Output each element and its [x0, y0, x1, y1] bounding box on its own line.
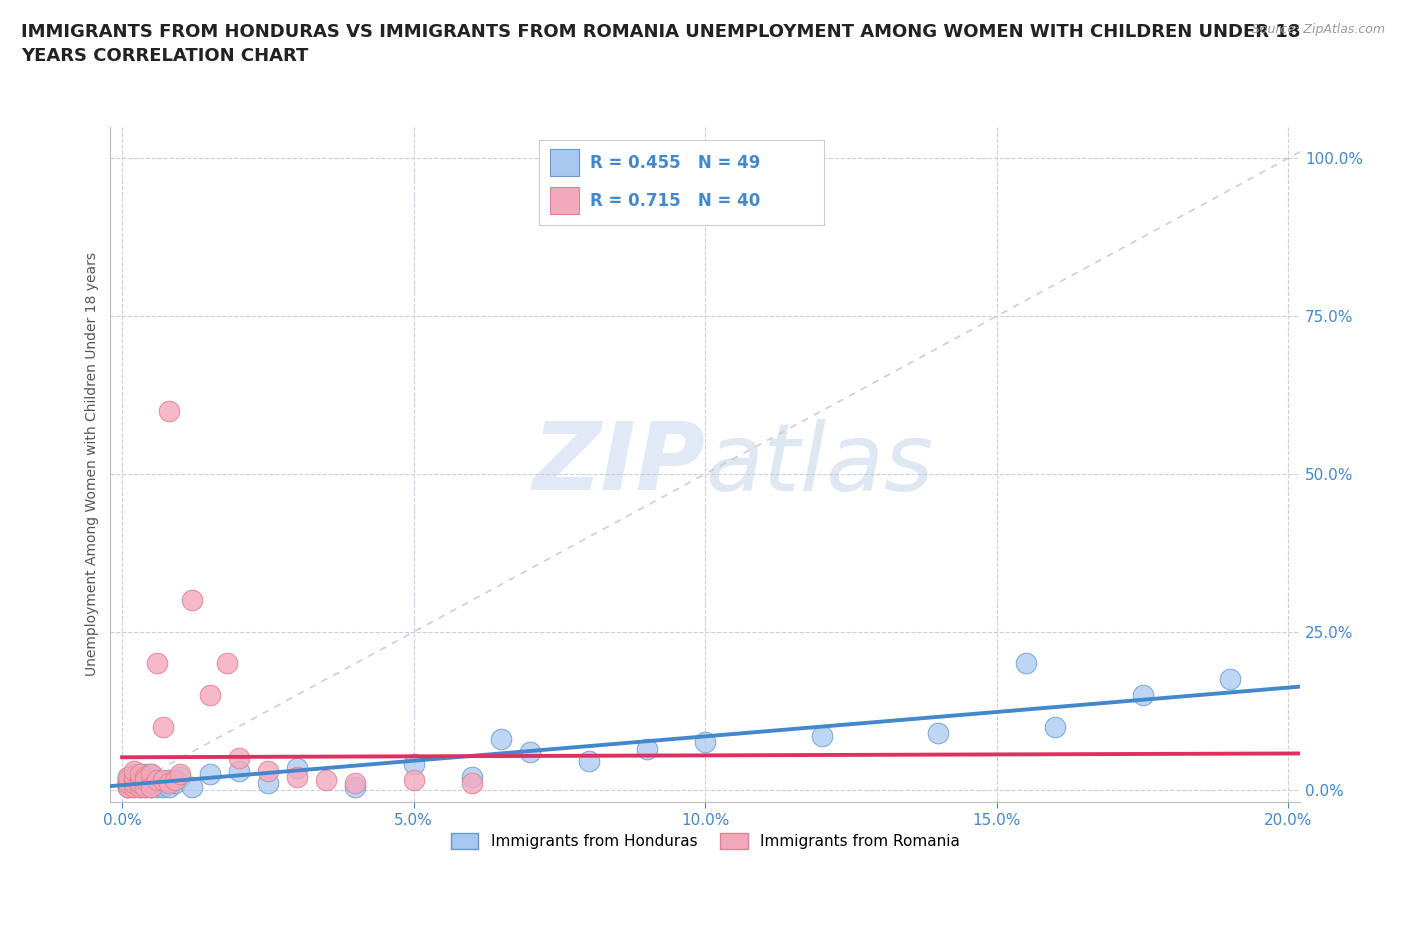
Point [141, 779, 163, 794]
Point [1132, 687, 1154, 702]
Point [122, 773, 145, 788]
Point [134, 779, 156, 794]
Text: atlas: atlas [706, 419, 934, 510]
Point [128, 776, 150, 790]
Point [128, 776, 150, 790]
Point [181, 592, 204, 607]
Point [128, 770, 150, 785]
Point [152, 776, 174, 790]
Point [134, 773, 156, 788]
Point [489, 732, 512, 747]
Point [169, 766, 191, 781]
Point [117, 770, 139, 785]
Point [636, 741, 658, 756]
Point [134, 766, 156, 781]
Point [695, 735, 717, 750]
Point [146, 656, 169, 671]
Point [285, 770, 308, 785]
Point [128, 779, 150, 794]
Point [128, 773, 150, 788]
Point [117, 776, 139, 790]
Point [141, 776, 163, 790]
Point [1015, 656, 1038, 671]
Point [257, 776, 280, 790]
Point [122, 764, 145, 778]
Point [181, 779, 204, 794]
Point [1219, 671, 1241, 686]
Point [402, 757, 425, 772]
Point [122, 773, 145, 788]
Point [128, 773, 150, 788]
Point [198, 687, 221, 702]
Text: IMMIGRANTS FROM HONDURAS VS IMMIGRANTS FROM ROMANIA UNEMPLOYMENT AMONG WOMEN WIT: IMMIGRANTS FROM HONDURAS VS IMMIGRANTS F… [21, 23, 1301, 65]
Point [169, 770, 191, 785]
Point [141, 766, 163, 781]
Point [141, 776, 163, 790]
Point [157, 773, 180, 788]
Point [163, 773, 186, 788]
Point [461, 776, 484, 790]
Point [122, 779, 145, 794]
Point [461, 770, 484, 785]
Point [344, 776, 367, 790]
Point [128, 766, 150, 781]
Point [117, 773, 139, 788]
Point [141, 779, 163, 794]
Point [141, 773, 163, 788]
Point [152, 719, 174, 734]
Point [117, 770, 139, 785]
Point [198, 766, 221, 781]
Point [315, 773, 337, 788]
Point [117, 779, 139, 794]
Point [157, 404, 180, 418]
Point [228, 764, 250, 778]
Point [122, 776, 145, 790]
Point [117, 779, 139, 794]
Point [117, 776, 139, 790]
Point [811, 728, 834, 743]
Point [402, 773, 425, 788]
Point [344, 779, 367, 794]
Point [122, 770, 145, 785]
Point [134, 776, 156, 790]
Point [128, 779, 150, 794]
Point [163, 776, 186, 790]
Point [152, 779, 174, 794]
Point [228, 751, 250, 765]
Point [146, 773, 169, 788]
Point [117, 776, 139, 790]
Point [134, 776, 156, 790]
Point [122, 776, 145, 790]
Point [117, 773, 139, 788]
Point [257, 764, 280, 778]
Text: ZIP: ZIP [533, 418, 706, 511]
Point [146, 779, 169, 794]
Point [578, 754, 600, 769]
Point [519, 744, 541, 759]
Point [215, 656, 238, 671]
Point [1043, 719, 1066, 734]
Point [122, 766, 145, 781]
Point [134, 770, 156, 785]
Point [141, 766, 163, 781]
Point [927, 725, 949, 740]
Text: Source: ZipAtlas.com: Source: ZipAtlas.com [1251, 23, 1385, 36]
Y-axis label: Unemployment Among Women with Children Under 18 years: Unemployment Among Women with Children U… [86, 252, 100, 676]
Point [152, 773, 174, 788]
Point [285, 760, 308, 775]
Point [128, 766, 150, 781]
Point [122, 779, 145, 794]
Point [157, 776, 180, 790]
Point [146, 773, 169, 788]
Legend: Immigrants from Honduras, Immigrants from Romania: Immigrants from Honduras, Immigrants fro… [444, 828, 966, 856]
Point [134, 779, 156, 794]
Point [157, 779, 180, 794]
Point [122, 770, 145, 785]
Point [117, 779, 139, 794]
Point [134, 773, 156, 788]
